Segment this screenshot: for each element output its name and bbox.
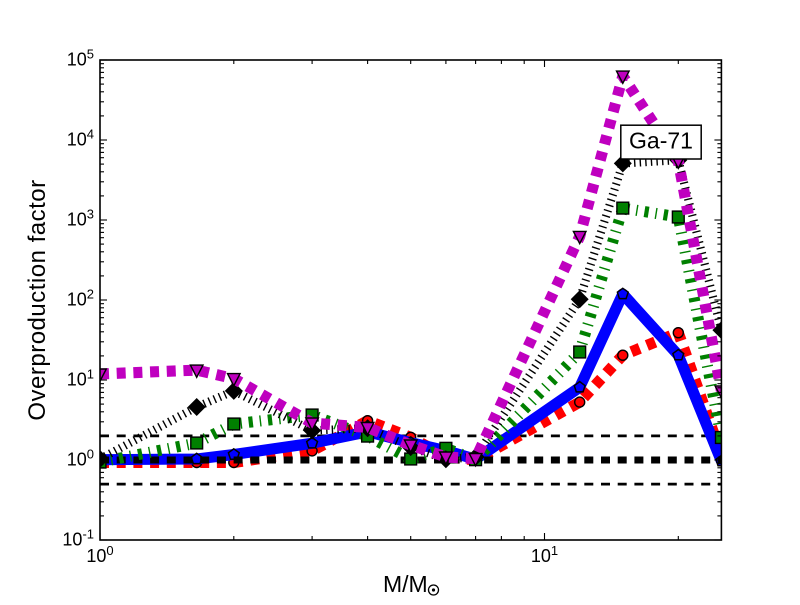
svg-text:Overproduction factor: Overproduction factor bbox=[24, 179, 51, 420]
svg-text:Ga-71: Ga-71 bbox=[629, 128, 693, 154]
svg-text:M/M: M/M bbox=[383, 571, 428, 597]
